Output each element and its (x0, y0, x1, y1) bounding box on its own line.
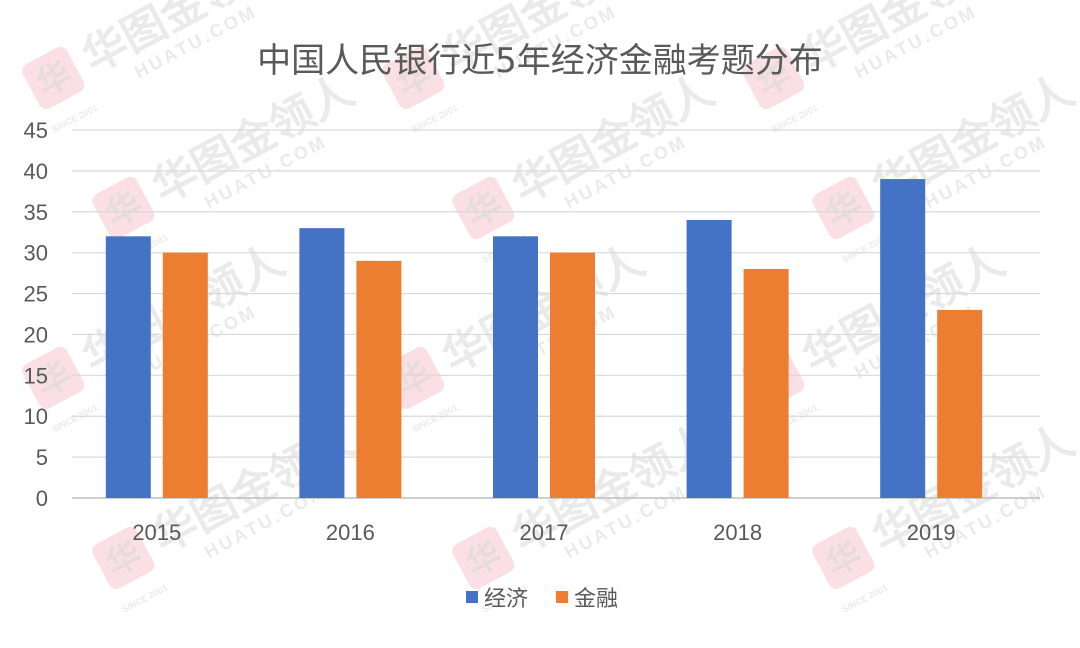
bar-2018-金融 (743, 269, 789, 498)
bar-2016-经济 (299, 228, 345, 498)
watermark-logo (812, 526, 875, 589)
y-tick-label: 10 (24, 404, 48, 429)
bar-2015-金融 (162, 252, 208, 498)
y-axis-ticks: 0 5 10 15 20 25 30 35 40 45 (24, 118, 48, 511)
watermark-logo (92, 176, 155, 239)
bar-2015-经济 (105, 236, 151, 499)
x-tick-label: 2016 (326, 520, 375, 545)
bars (105, 179, 983, 499)
chart-title: 中国人民银行近5年经济金融考题分布 (257, 41, 823, 81)
watermark-since: SINCE 2001 (50, 402, 99, 434)
watermark-logo (382, 46, 445, 109)
watermark-logo (92, 526, 155, 589)
y-tick-label: 5 (36, 445, 48, 470)
watermark-logo (22, 346, 85, 409)
legend-label: 经济 (484, 587, 528, 612)
bar-2017-经济 (493, 236, 538, 499)
x-tick-label: 2018 (713, 520, 762, 545)
bar-2019-经济 (880, 179, 926, 499)
watermark-since: SINCE 2001 (840, 582, 889, 614)
y-tick-label: 25 (24, 282, 48, 307)
legend-label: 金融 (574, 587, 618, 612)
y-tick-label: 20 (24, 322, 48, 347)
watermark-logo (742, 46, 805, 109)
bar-2017-金融 (550, 252, 595, 498)
y-tick-label: 30 (24, 241, 48, 266)
y-tick-label: 15 (24, 363, 48, 388)
watermark-since: SINCE 2001 (120, 582, 169, 614)
x-tick-label: 2015 (132, 520, 181, 545)
bar-2018-经济 (686, 219, 732, 498)
y-tick-label: 40 (24, 159, 48, 184)
bar-2016-金融 (356, 260, 402, 498)
watermark-logo (452, 176, 515, 239)
legend-swatch (556, 591, 568, 603)
x-tick-label: 2017 (520, 520, 569, 545)
watermark-logo (452, 526, 515, 589)
y-tick-label: 35 (24, 200, 48, 225)
watermark-logo (812, 176, 875, 239)
watermark-brand: 华图金领人 (434, 235, 652, 383)
y-tick-label: 45 (24, 118, 48, 143)
watermark-logo (22, 46, 85, 109)
legend: 经济 金融 (466, 587, 618, 612)
y-tick-label: 0 (36, 486, 48, 511)
x-axis-ticks: 2015 2016 2017 2018 2019 (132, 520, 955, 545)
watermark-brand: 华图金领人 (144, 65, 362, 213)
legend-swatch (466, 591, 478, 603)
bar-2019-金融 (937, 309, 983, 498)
watermark-since: SINCE 2001 (410, 402, 459, 434)
watermark-brand: 华图金领人 (504, 65, 722, 213)
x-tick-label: 2019 (907, 520, 956, 545)
